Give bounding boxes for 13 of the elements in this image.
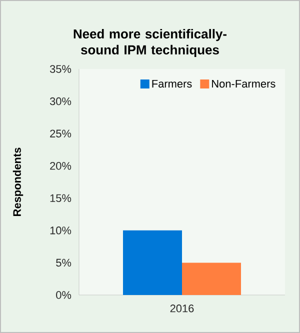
y-tick-label: 0% xyxy=(56,291,72,299)
y-tick-label: 35% xyxy=(50,65,72,73)
y-tick-label: 20% xyxy=(50,162,72,170)
y-tick-label: 30% xyxy=(50,97,72,106)
y-tick-label: 15% xyxy=(50,194,72,202)
x-tick-label: 2016 xyxy=(170,304,194,312)
y-tick-label: 25% xyxy=(50,130,72,138)
chart-title: Need more scientifically-sound IPM techniques xyxy=(74,28,226,58)
y-tick-label: 10% xyxy=(50,226,72,234)
y-axis-title: Respondents xyxy=(12,148,24,216)
legend-label: Farmers xyxy=(152,80,192,88)
legend-label: Non-Farmers xyxy=(212,80,276,88)
y-tick-label: 5% xyxy=(56,258,72,267)
